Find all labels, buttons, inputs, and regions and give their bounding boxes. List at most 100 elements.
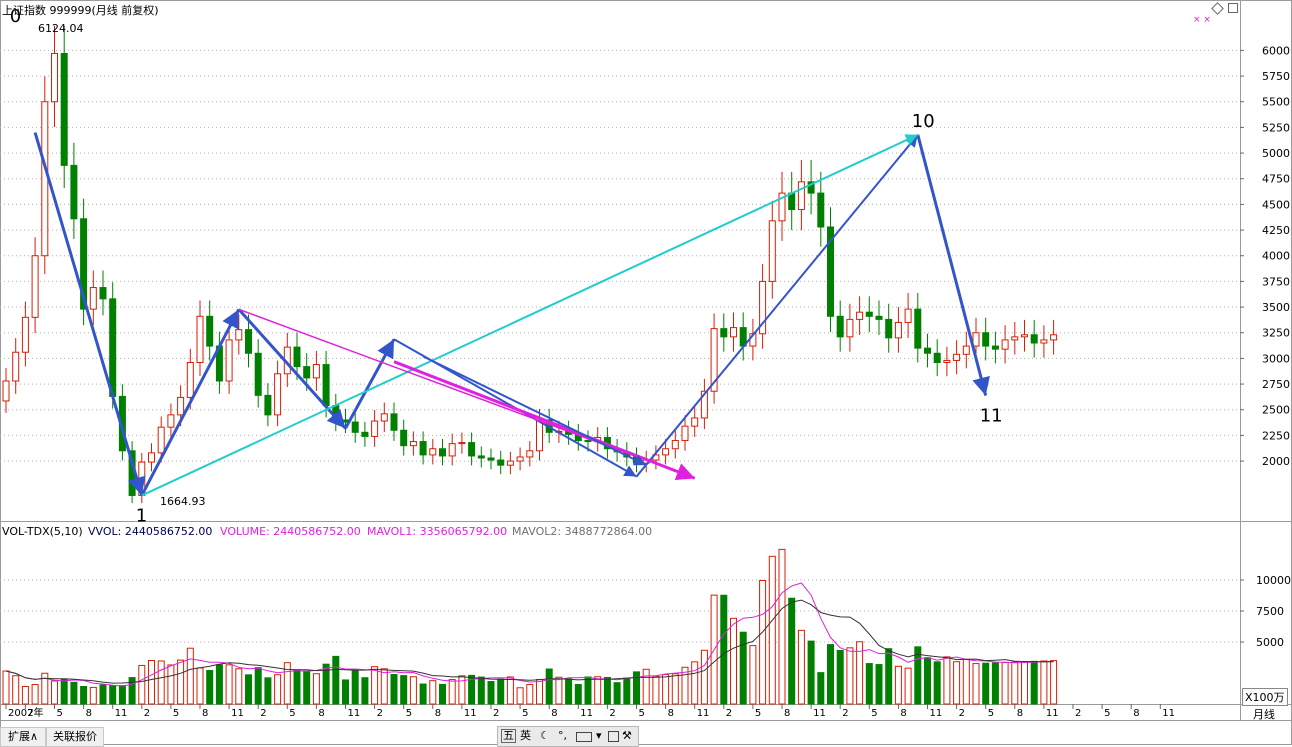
candle-down: [865, 311, 873, 317]
volume-bar-down: [584, 676, 592, 705]
tab-related-quotes[interactable]: 关联报价: [46, 727, 104, 747]
grid2-icon[interactable]: [608, 731, 619, 742]
volume-bar-down: [827, 644, 834, 705]
time-tick-label: 8: [318, 708, 324, 719]
candle-down: [487, 457, 495, 461]
candle-up: [904, 308, 912, 323]
candle-down: [70, 164, 78, 220]
volume-bar-up: [972, 663, 980, 705]
candle-up: [681, 425, 689, 442]
candle-up: [12, 351, 20, 382]
english-icon[interactable]: 英: [520, 729, 531, 742]
volume-bar-up: [21, 686, 29, 705]
candle-up: [797, 181, 805, 211]
time-tick-label: 5: [755, 708, 761, 719]
candle-up: [31, 255, 39, 318]
candle-down: [836, 315, 844, 338]
time-tick-label: 5: [522, 708, 528, 719]
volume-bar-down: [109, 685, 117, 705]
volume-bar-up: [962, 658, 970, 705]
volume-bar-down: [342, 679, 349, 705]
candle-up: [962, 345, 970, 355]
candle-down: [322, 364, 330, 407]
candle-up: [448, 443, 456, 457]
volume-bar-up: [89, 686, 97, 705]
candle-up: [312, 364, 320, 379]
wave-arrow-up: [635, 134, 919, 478]
chart-title: 上证指数 999999(月线 前复权): [2, 4, 159, 17]
volume-bar-up: [157, 660, 165, 705]
volume-bar-down: [245, 674, 252, 705]
candle-up: [89, 287, 97, 310]
candle-down: [60, 52, 68, 166]
moon-icon[interactable]: ☾: [540, 729, 550, 742]
volume-bar-down: [497, 678, 505, 705]
candle-down: [468, 442, 476, 457]
candle-down: [245, 329, 252, 354]
candle-up: [700, 390, 708, 419]
window-markers[interactable]: × ×: [1193, 15, 1211, 25]
candle-down: [99, 287, 107, 300]
period-label[interactable]: 月线: [1253, 708, 1275, 721]
restore-icon[interactable]: [1228, 3, 1238, 13]
volume-bar-up: [1021, 661, 1028, 705]
time-tick-label: 2: [260, 708, 266, 719]
time-tick-label: 8: [86, 708, 92, 719]
grid-icon[interactable]: 五: [501, 729, 516, 743]
time-tick-label: 11: [1046, 708, 1059, 719]
wave-arrow-down: [422, 355, 647, 467]
volume-bar-down: [865, 663, 873, 705]
volume-bar-up: [846, 647, 854, 705]
volume-bar-down: [118, 685, 126, 705]
time-tick-label: 11: [930, 708, 943, 719]
volume-bar-up: [138, 664, 146, 705]
volume-bar-up: [642, 668, 650, 705]
volume-bar-down: [565, 678, 573, 705]
volume-bar-up: [12, 675, 20, 705]
time-tick-label: 2007年: [8, 706, 43, 719]
candle-up: [1040, 339, 1048, 344]
time-tick-label: 2: [959, 708, 965, 719]
time-tick-label: 11: [1162, 708, 1175, 719]
tab-expand[interactable]: 扩展∧: [0, 727, 46, 747]
volume-bar-up: [186, 647, 194, 705]
volume-bar-up: [1001, 661, 1009, 705]
time-tick-label: 5: [988, 708, 994, 719]
time-tick-label: 2: [493, 708, 499, 719]
volume-bar-up: [196, 667, 204, 705]
time-tick-label: 5: [639, 708, 645, 719]
price-tick-label: 4250: [1262, 224, 1290, 237]
time-tick-label: 8: [900, 708, 906, 719]
keyboard-icon[interactable]: [576, 732, 592, 742]
candle-up: [274, 373, 282, 416]
time-tick-label: 5: [173, 708, 179, 719]
wave-arrow-down: [33, 132, 146, 496]
candle-up: [2, 380, 10, 402]
volume-bar-up: [458, 675, 466, 705]
volume-bar-down: [807, 640, 815, 705]
price-tick-label: 3750: [1262, 275, 1290, 288]
volume-bar-up: [894, 665, 902, 705]
volume-bar-down: [293, 669, 301, 705]
mavol1-readout: MAVOL1: 3356065792.00: [367, 525, 508, 538]
wave-arrow-up: [344, 338, 396, 430]
volume-bar-up: [506, 676, 514, 705]
time-tick-label: 2: [1075, 708, 1081, 719]
wave-arrow-up: [140, 308, 241, 497]
volume-bar-down: [603, 676, 611, 705]
volume-bar-down: [332, 655, 340, 705]
volume-bar-down: [70, 681, 78, 705]
wrench-icon[interactable]: ⚒: [622, 729, 632, 742]
volume-bar-down: [875, 664, 883, 705]
candle-up: [177, 396, 185, 416]
shirt-icon[interactable]: ▾: [596, 729, 602, 742]
time-tick-label: 11: [697, 708, 710, 719]
volume-tick-label: 7500: [1256, 605, 1284, 618]
dots-icon[interactable]: °,: [558, 729, 567, 742]
volume-bar-up: [953, 661, 961, 705]
candle-up: [856, 311, 864, 320]
volume-bar-down: [60, 678, 68, 705]
volume-bar-up: [429, 680, 437, 705]
candle-up: [768, 220, 776, 282]
